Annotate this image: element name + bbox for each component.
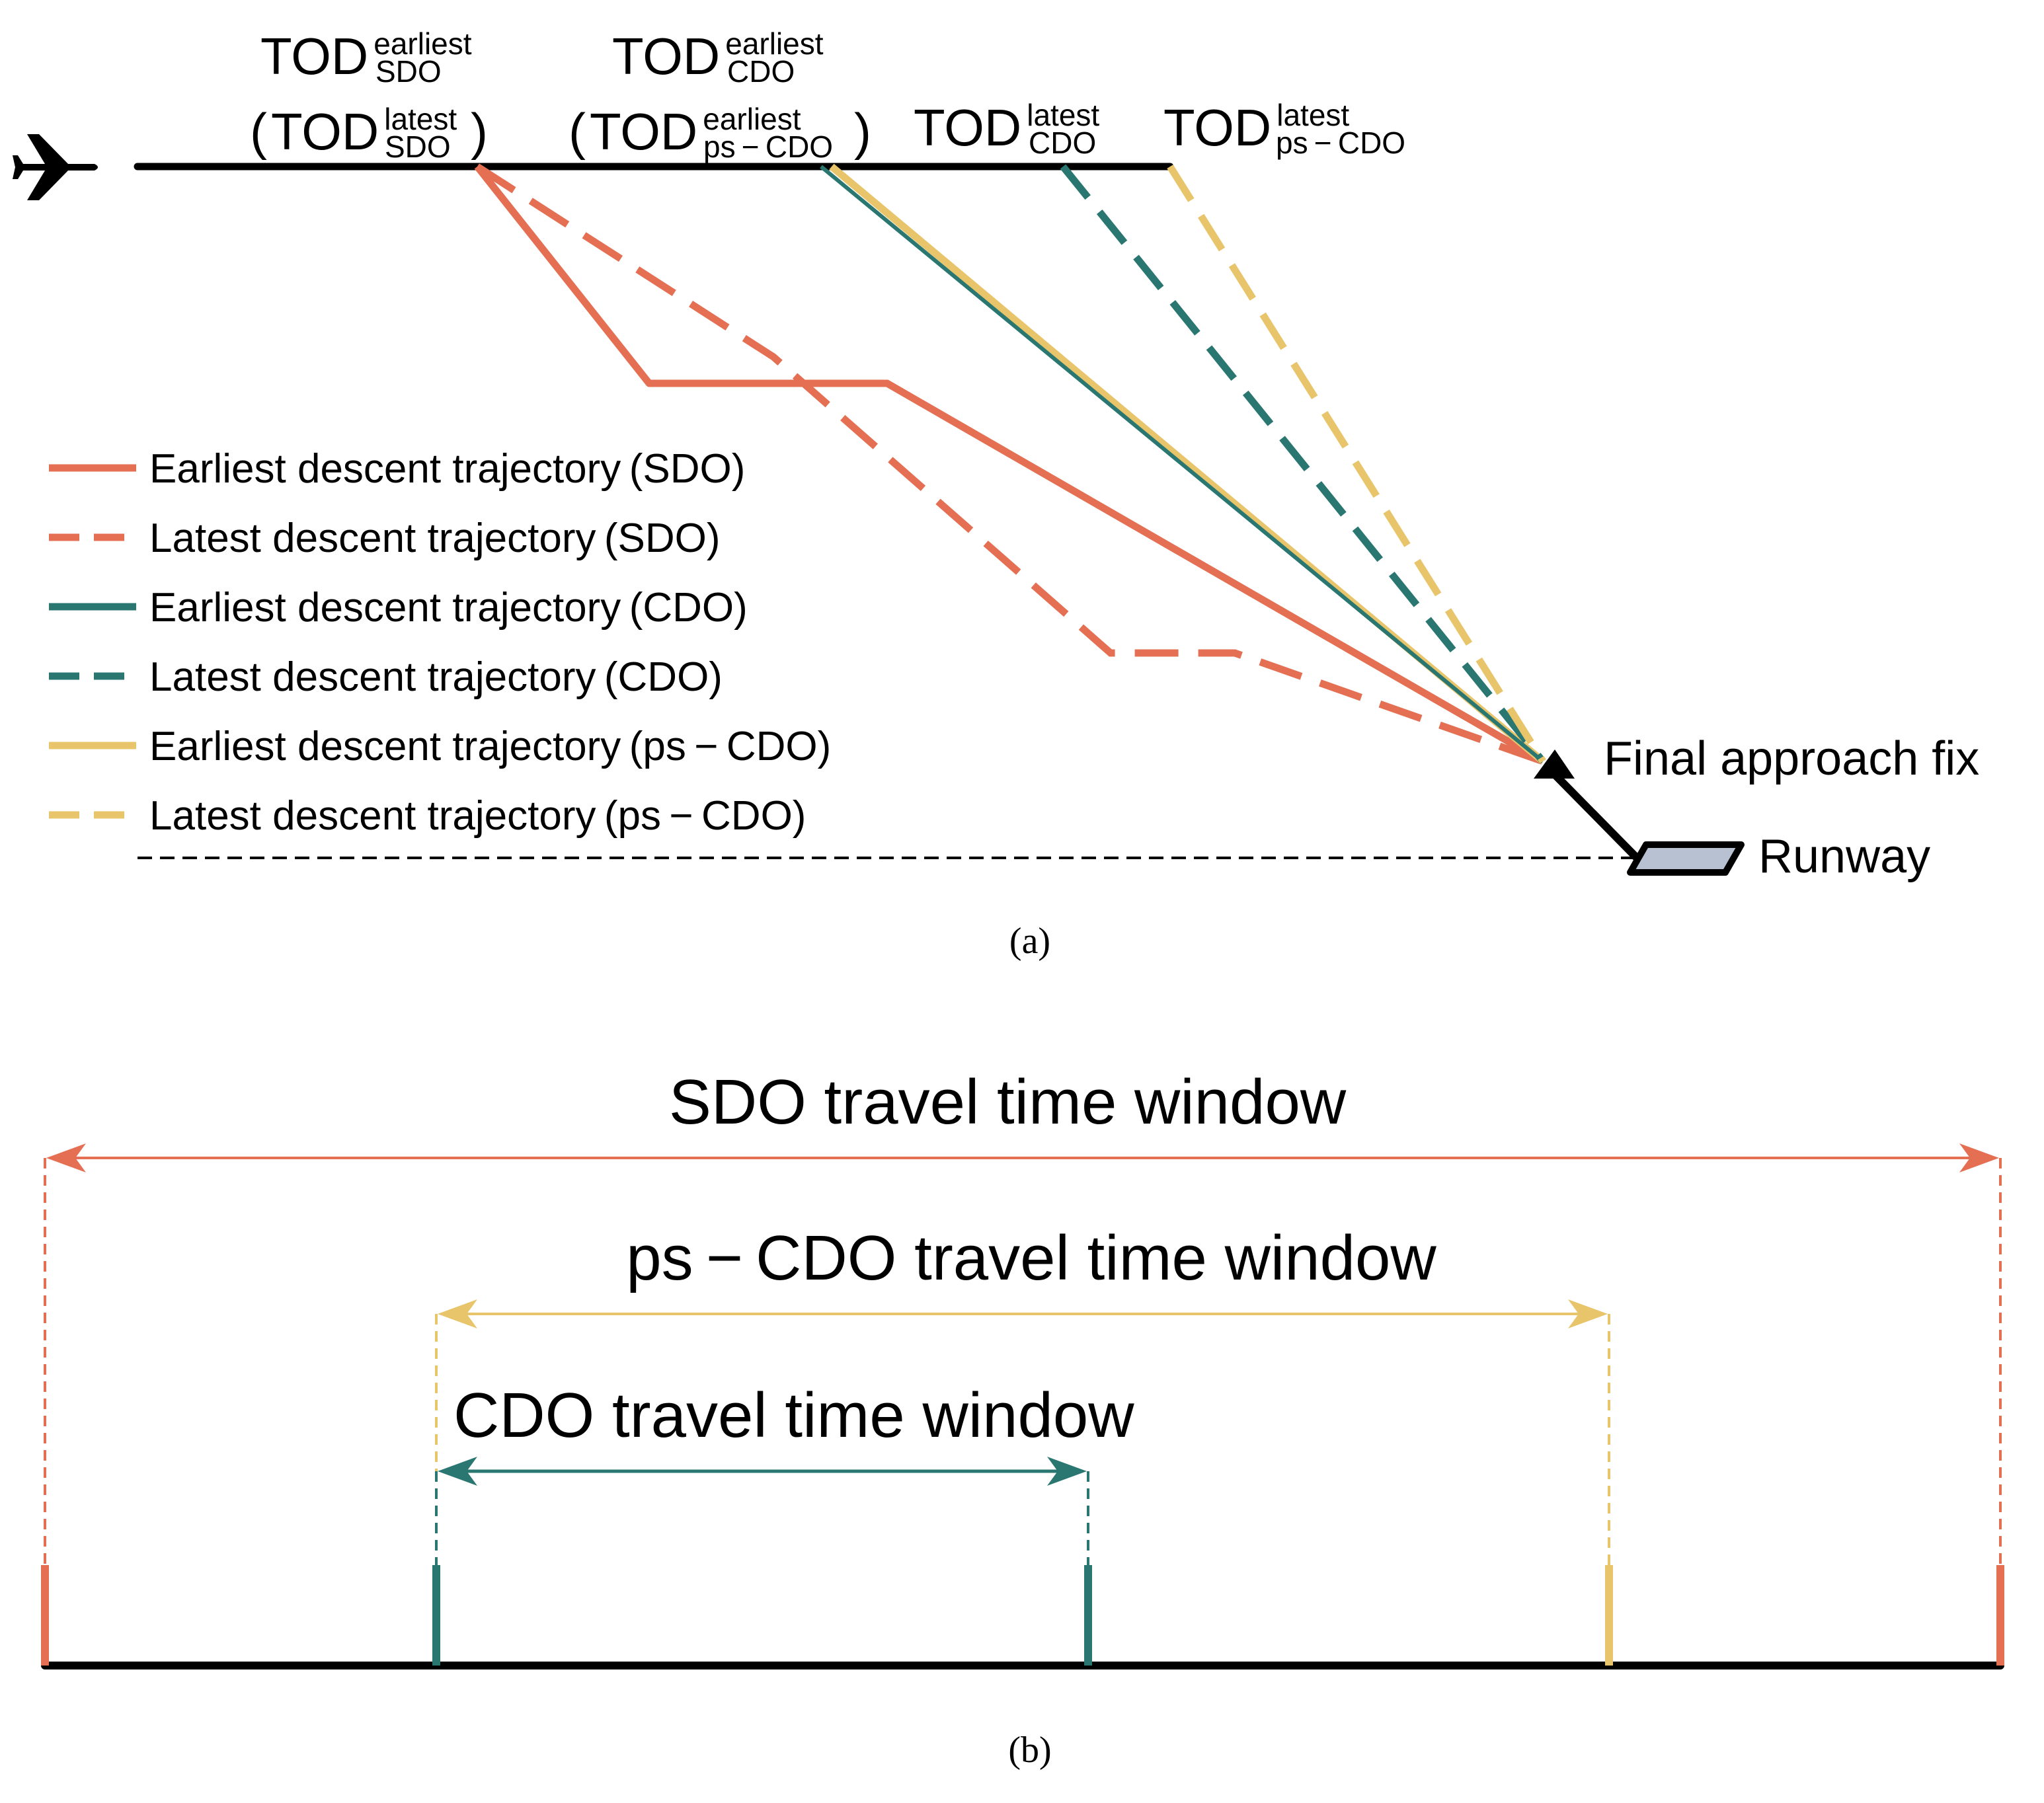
panel-b-caption: (b) [1008,1730,1051,1771]
tod-sdo-earliest-label: TOD earliest SDO [260,26,472,89]
final-approach-segment [1550,769,1642,863]
cdo-window-arrowhead-left [438,1457,477,1486]
runway-parallelogram [1627,841,1745,876]
ps-cdo-window-arrowhead-left [438,1299,477,1328]
tod-sub: ps − CDO [703,130,833,164]
legend-label: Earliest descent trajectory (ps − CDO) [149,724,831,769]
tod-cdo-latest-label: TOD latest CDO [914,98,1099,160]
tod-close-paren: ) [471,102,488,161]
trajectory-earliest-cdo [820,165,1544,763]
final-approach-fix-marker [1534,749,1575,779]
sdo-window-label: SDO travel time window [669,1067,1347,1137]
legend-label: Latest descent trajectory (SDO) [149,516,721,561]
ps-cdo-window-arrowhead-right [1568,1299,1608,1328]
panel-b: SDO travel time window ps − CDO travel t… [41,1067,2004,1771]
legend-label: Earliest descent trajectory (CDO) [149,585,748,631]
trajectory-latest-sdo [475,163,1544,765]
panel-a-caption: (a) [1009,921,1050,962]
panel-a: Final approach fix Runway TOD earliest SDO… [13,26,1979,962]
tod-sup: latest [1277,98,1349,132]
ps-cdo-window-label: ps − CDO travel time window [626,1223,1436,1293]
tod-ps-cdo-latest-label: TOD latest ps − CDO [1163,98,1405,160]
tod-close-paren: ) [854,102,871,161]
tod-sup: earliest [373,26,472,61]
sdo-window-arrowhead-left [46,1143,86,1172]
runway-label: Runway [1758,830,1930,883]
tod-sup: earliest [725,26,824,61]
final-approach-fix-label: Final approach fix [1604,732,1979,785]
tod-sdo-latest-label: (TOD latest SDO) [250,102,488,164]
legend: Earliest descent trajectory (SDO) Latest … [49,446,831,839]
tod-sub: CDO [1029,126,1096,160]
tod-open-paren: ( [250,102,267,161]
airplane-icon [13,134,98,200]
tod-cdo-earliest-label: TOD earliest CDO [612,26,824,89]
tod-main: TOD [1163,98,1271,157]
tod-open-paren: ( [569,102,586,161]
tod-sup: earliest [703,102,801,136]
tod-sub: CDO [727,54,795,89]
tod-sub: SDO [385,130,451,164]
tod-sub: SDO [375,54,442,89]
cdo-window-label: CDO travel time window [453,1380,1134,1451]
tod-sup: latest [384,102,457,136]
tod-sub: ps − CDO [1276,126,1405,160]
tod-main: TOD [612,27,720,85]
tod-ps-cdo-earliest-label: (TOD earliest ps − CDO) [569,102,871,164]
tod-main: TOD [271,102,379,161]
legend-label: Earliest descent trajectory (SDO) [149,446,745,492]
tod-main: TOD [590,102,697,161]
tod-main: TOD [914,98,1021,157]
legend-label: Latest descent trajectory (CDO) [149,654,723,700]
tod-sup: latest [1027,98,1099,132]
trajectory-latest-ps-cdo [1167,165,1546,763]
trajectory-earliest-sdo [474,164,1545,765]
cdo-window-arrowhead-right [1047,1457,1087,1486]
trajectory-latest-cdo [1060,164,1546,764]
legend-label: Latest descent trajectory (ps − CDO) [149,793,806,839]
sdo-window-arrowhead-right [1959,1143,1999,1172]
tod-main: TOD [260,27,368,85]
